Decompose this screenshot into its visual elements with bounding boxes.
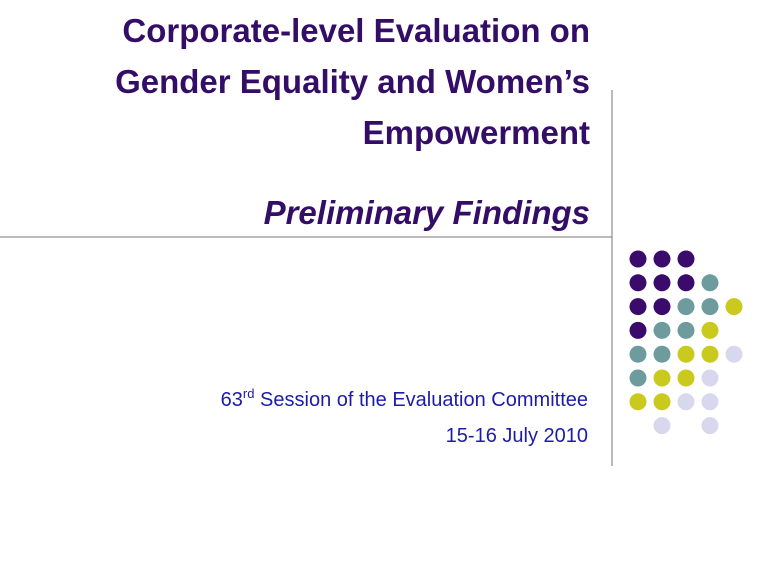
title-line: Corporate-level Evaluation on [122, 12, 590, 49]
dot [629, 321, 647, 339]
dot [701, 298, 719, 316]
dot [653, 250, 671, 268]
dot [653, 369, 671, 387]
subtitle: Preliminary Findings [264, 194, 590, 231]
dot [653, 417, 671, 435]
dot [653, 321, 671, 339]
dot [725, 345, 743, 363]
title-line: Empowerment [363, 114, 590, 151]
session-suffix: rd [243, 386, 255, 401]
dot [701, 369, 719, 387]
dot [677, 321, 695, 339]
session-line: 63rd Session of the Evaluation Committee [221, 386, 588, 411]
dot [629, 369, 647, 387]
dot [629, 393, 647, 411]
session-number: 63 [221, 389, 243, 411]
dot [701, 321, 719, 339]
dot [701, 393, 719, 411]
dot [701, 417, 719, 435]
dot [653, 393, 671, 411]
dot [701, 274, 719, 292]
dot [701, 345, 719, 363]
dot [677, 298, 695, 316]
dot [653, 274, 671, 292]
dot [725, 298, 743, 316]
date: 15-16 July 2010 [446, 425, 588, 447]
dot [629, 345, 647, 363]
dot [653, 345, 671, 363]
dot [677, 369, 695, 387]
dot [653, 298, 671, 316]
session-text: Session of the Evaluation Committee [254, 389, 588, 411]
dot [629, 250, 647, 268]
dot [629, 298, 647, 316]
dot [677, 250, 695, 268]
dot [677, 345, 695, 363]
dot [629, 274, 647, 292]
title-line: Gender Equality and Women’s [115, 63, 590, 100]
dot-decoration [629, 250, 743, 435]
dot [677, 393, 695, 411]
dot [677, 274, 695, 292]
